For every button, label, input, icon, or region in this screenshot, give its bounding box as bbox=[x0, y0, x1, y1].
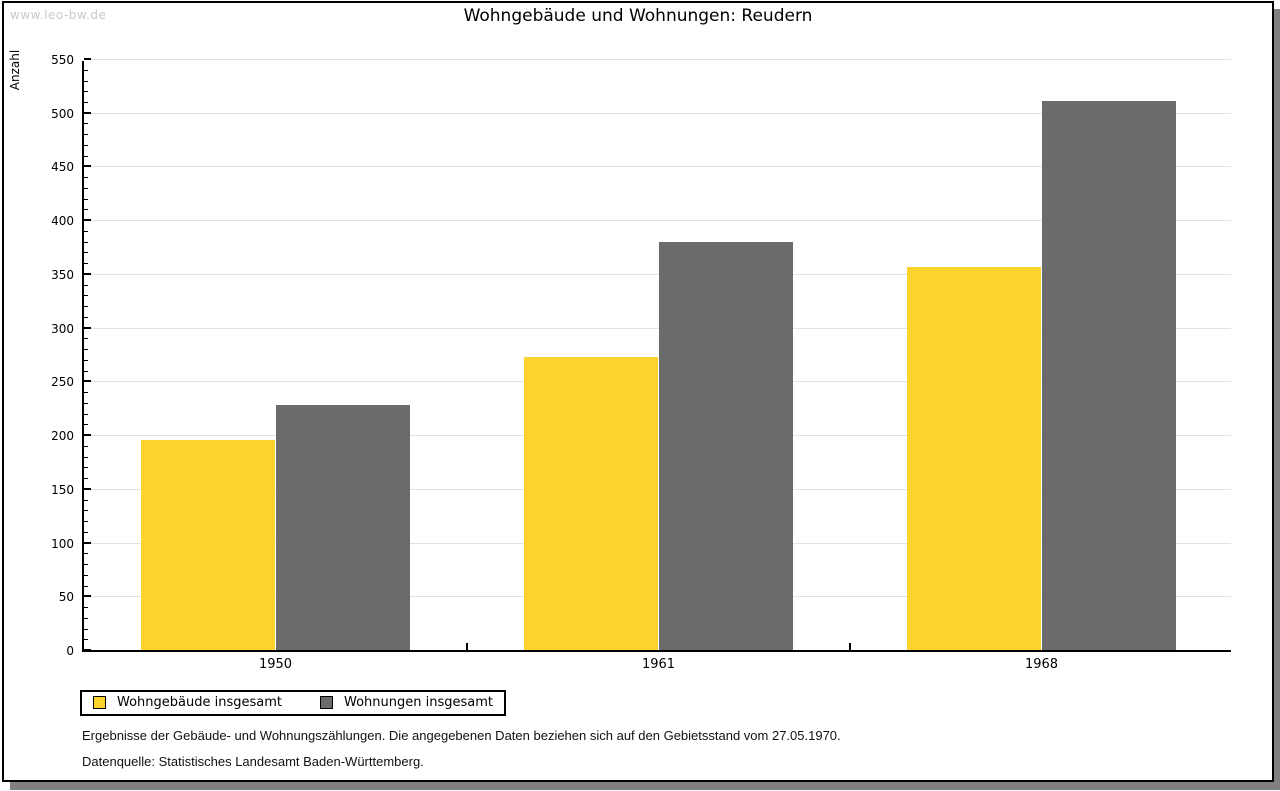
y-major-tick-500 bbox=[84, 111, 91, 114]
y-minor-tick-70 bbox=[84, 574, 88, 576]
x-tick-label-1961: 1961 bbox=[641, 657, 676, 672]
y-minor-tick-380 bbox=[84, 241, 88, 243]
plot-area bbox=[82, 58, 1231, 652]
bar-1968-wohnungen bbox=[1042, 100, 1176, 650]
y-tick-label-350: 350 bbox=[51, 267, 74, 282]
y-minor-tick-180 bbox=[84, 456, 88, 458]
legend-swatch-gray bbox=[320, 696, 333, 709]
gridline-500 bbox=[84, 112, 1231, 114]
y-minor-tick-160 bbox=[84, 478, 88, 480]
y-major-tick-150 bbox=[84, 487, 91, 490]
y-minor-tick-290 bbox=[84, 338, 88, 340]
gridline-300 bbox=[84, 327, 1231, 329]
y-minor-tick-190 bbox=[84, 445, 88, 447]
legend-item-wohngebaeude: Wohngebäude insgesamt bbox=[93, 695, 282, 710]
y-minor-tick-260 bbox=[84, 370, 88, 372]
y-tick-label-400: 400 bbox=[51, 214, 74, 229]
y-minor-tick-110 bbox=[84, 531, 88, 533]
y-tick-label-200: 200 bbox=[51, 429, 74, 444]
y-minor-tick-40 bbox=[84, 607, 88, 609]
y-minor-tick-230 bbox=[84, 402, 88, 404]
y-minor-tick-480 bbox=[84, 134, 88, 136]
y-minor-tick-270 bbox=[84, 359, 88, 361]
y-minor-tick-490 bbox=[84, 123, 88, 125]
y-major-tick-450 bbox=[84, 165, 91, 168]
legend-item-wohnungen: Wohnungen insgesamt bbox=[320, 695, 493, 710]
gridline-550 bbox=[84, 59, 1231, 60]
y-minor-tick-430 bbox=[84, 187, 88, 189]
y-major-tick-400 bbox=[84, 219, 91, 222]
legend: Wohngebäude insgesamt Wohnungen insgesam… bbox=[80, 690, 506, 716]
y-tick-label-100: 100 bbox=[51, 536, 74, 551]
x-tick-label-1950: 1950 bbox=[258, 657, 293, 672]
x-tick-label-1968: 1968 bbox=[1024, 657, 1059, 672]
y-minor-tick-280 bbox=[84, 349, 88, 351]
y-major-tick-50 bbox=[84, 595, 91, 598]
y-major-tick-250 bbox=[84, 380, 91, 383]
y-minor-tick-390 bbox=[84, 230, 88, 232]
footnote-data-source: Datenquelle: Statistisches Landesamt Bad… bbox=[82, 754, 424, 769]
y-minor-tick-420 bbox=[84, 198, 88, 200]
y-tick-label-50: 50 bbox=[58, 590, 74, 605]
y-minor-tick-330 bbox=[84, 295, 88, 297]
y-minor-tick-220 bbox=[84, 413, 88, 415]
y-tick-label-0: 0 bbox=[66, 644, 74, 658]
y-minor-tick-440 bbox=[84, 177, 88, 179]
y-tick-label-550: 550 bbox=[51, 53, 74, 67]
bar-1961-wohngebaeude bbox=[524, 356, 658, 650]
y-major-tick-350 bbox=[84, 272, 91, 275]
bar-1961-wohnungen bbox=[659, 241, 793, 650]
y-tick-label-500: 500 bbox=[51, 106, 74, 121]
y-major-tick-100 bbox=[84, 541, 91, 544]
footnote-source-note: Ergebnisse der Gebäude- und Wohnungszähl… bbox=[82, 728, 841, 743]
y-minor-tick-370 bbox=[84, 252, 88, 254]
bar-1950-wohnungen bbox=[276, 405, 410, 650]
y-tick-label-250: 250 bbox=[51, 375, 74, 390]
bar-1950-wohngebaeude bbox=[141, 440, 275, 650]
y-minor-tick-470 bbox=[84, 144, 88, 146]
y-minor-tick-510 bbox=[84, 101, 88, 103]
y-minor-tick-320 bbox=[84, 306, 88, 308]
y-major-tick-0 bbox=[84, 649, 91, 651]
y-tick-label-300: 300 bbox=[51, 321, 74, 336]
gridline-350 bbox=[84, 273, 1231, 275]
chart-title: Wohngebäude und Wohnungen: Reudern bbox=[463, 6, 813, 26]
legend-label: Wohngebäude insgesamt bbox=[117, 695, 282, 710]
y-minor-tick-530 bbox=[84, 80, 88, 82]
y-minor-tick-410 bbox=[84, 209, 88, 211]
legend-label: Wohnungen insgesamt bbox=[344, 695, 493, 710]
gridline-450 bbox=[84, 166, 1231, 168]
legend-swatch-yellow bbox=[93, 696, 106, 709]
y-minor-tick-170 bbox=[84, 467, 88, 469]
y-major-tick-200 bbox=[84, 434, 91, 437]
y-minor-tick-360 bbox=[84, 263, 88, 265]
y-minor-tick-60 bbox=[84, 585, 88, 587]
gridline-400 bbox=[84, 220, 1231, 222]
y-minor-tick-340 bbox=[84, 284, 88, 286]
y-minor-tick-540 bbox=[84, 69, 88, 71]
y-major-tick-300 bbox=[84, 326, 91, 329]
watermark: www.leo-bw.de bbox=[10, 8, 107, 22]
y-tick-label-150: 150 bbox=[51, 482, 74, 497]
y-minor-tick-140 bbox=[84, 499, 88, 501]
y-minor-tick-30 bbox=[84, 617, 88, 619]
y-minor-tick-10 bbox=[84, 639, 88, 641]
y-major-tick-550 bbox=[84, 58, 91, 60]
y-minor-tick-240 bbox=[84, 392, 88, 394]
x-boundary-tick-2 bbox=[849, 643, 851, 650]
y-axis-title: Anzahl bbox=[8, 49, 22, 91]
x-boundary-tick-1 bbox=[466, 643, 468, 650]
y-minor-tick-120 bbox=[84, 521, 88, 523]
y-minor-tick-90 bbox=[84, 553, 88, 555]
y-minor-tick-210 bbox=[84, 424, 88, 426]
y-minor-tick-20 bbox=[84, 628, 88, 630]
y-minor-tick-520 bbox=[84, 91, 88, 93]
y-minor-tick-310 bbox=[84, 316, 88, 318]
y-minor-tick-460 bbox=[84, 155, 88, 157]
bar-1968-wohngebaeude bbox=[907, 267, 1041, 650]
y-minor-tick-80 bbox=[84, 564, 88, 566]
y-minor-tick-130 bbox=[84, 510, 88, 512]
y-tick-label-450: 450 bbox=[51, 160, 74, 175]
